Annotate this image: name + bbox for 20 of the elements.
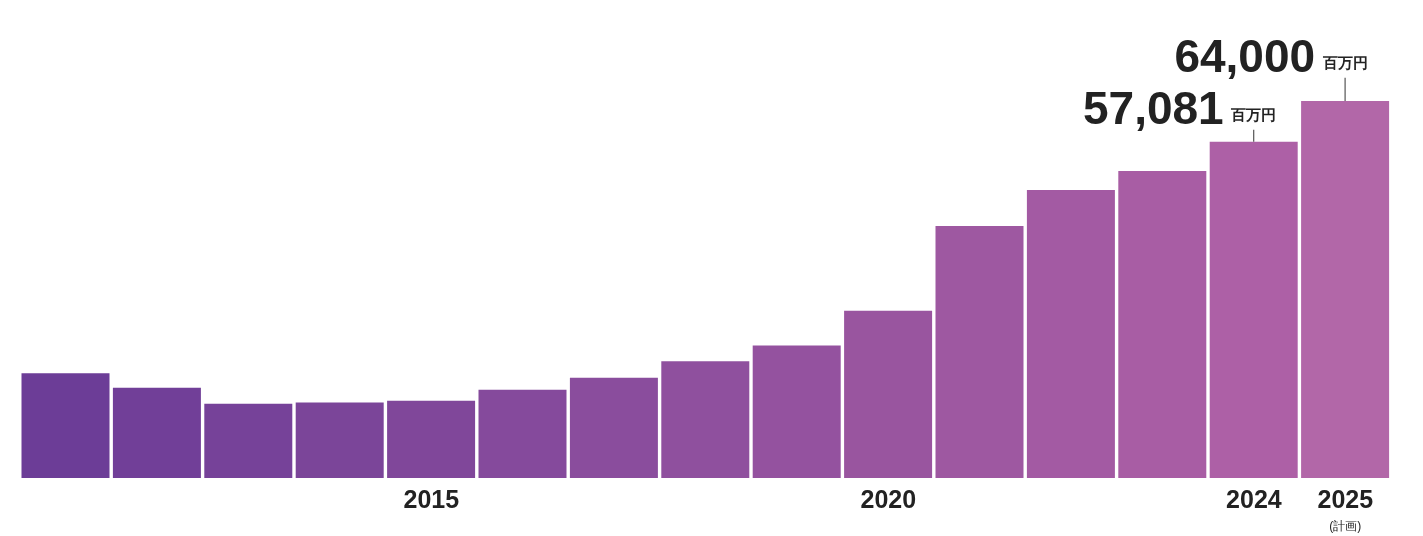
bar [1118,171,1207,478]
bar [752,345,841,478]
x-tick-label: 2025 [1317,485,1374,513]
bar [844,310,933,478]
x-tick-label: 2020 [860,485,917,513]
bar [1026,189,1115,478]
bar [661,361,750,478]
bar [204,403,293,478]
x-tick-label: 2015 [403,485,460,513]
text: (計画) [1329,519,1362,533]
bar [21,373,110,478]
bar [387,400,476,478]
bar [295,402,384,478]
bar [1301,101,1390,478]
x-tick-label: 2024 [1226,485,1282,513]
bar [1209,141,1298,478]
bar [478,389,567,478]
bar [112,387,201,478]
bar [569,377,658,478]
bar [935,225,1024,478]
